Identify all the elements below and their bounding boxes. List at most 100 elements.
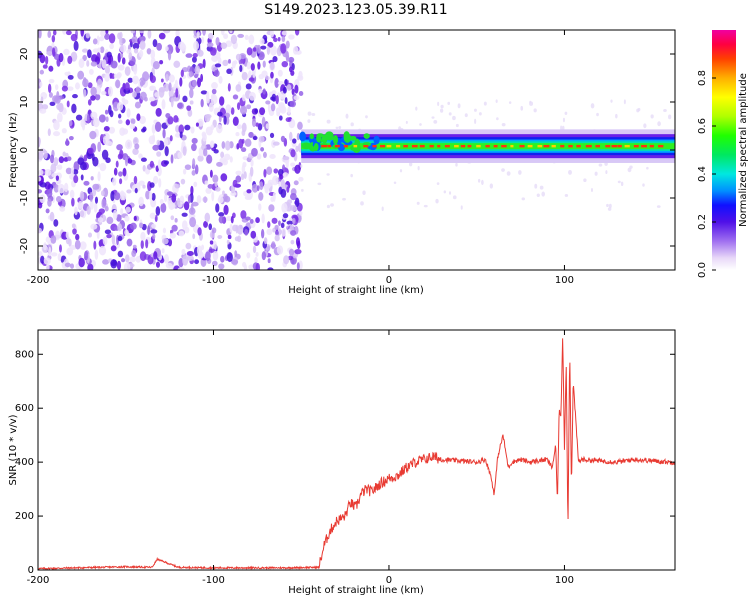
heatmap-cell	[67, 156, 72, 162]
heatmap-cell	[560, 125, 563, 131]
heatmap-cell	[276, 245, 284, 255]
heatmap-cell	[117, 52, 121, 63]
heatmap-cell	[89, 191, 94, 202]
heatmap-cell	[294, 248, 302, 255]
heatmap-cell	[159, 59, 164, 65]
heatmap-cell	[118, 113, 122, 119]
heatmap-cell	[47, 198, 52, 207]
heatmap-cell	[342, 197, 346, 201]
heatmap-cell	[121, 97, 126, 103]
heatmap-cell	[235, 170, 242, 176]
heatmap-cell	[124, 156, 129, 167]
heatmap-cell	[439, 108, 444, 113]
heatmap-cell	[192, 52, 198, 58]
heatmap-cell	[97, 141, 102, 152]
heatmap-cell	[194, 164, 199, 175]
snr-frame	[37, 329, 676, 571]
spectrogram-x-axis-label: Height of straight line (km)	[288, 285, 424, 296]
heatmap-cell	[112, 177, 117, 186]
heatmap-cell	[326, 119, 331, 124]
heatmap-cell	[83, 154, 88, 162]
heatmap-cell	[126, 108, 131, 118]
heatmap-cell	[218, 75, 223, 84]
heatmap-cell	[139, 40, 146, 50]
heatmap-cell	[294, 197, 300, 208]
heatmap-core	[444, 144, 450, 148]
heatmap-cell	[608, 203, 612, 209]
heatmap-cell	[350, 173, 353, 178]
heatmap-cell	[255, 262, 261, 270]
heatmap-cell	[283, 255, 290, 265]
heatmap-cell	[223, 115, 227, 125]
heatmap-cell	[45, 55, 49, 65]
heatmap-cell	[290, 239, 295, 245]
heatmap-cell	[119, 36, 123, 46]
heatmap-core	[485, 144, 490, 148]
heatmap-cell	[73, 161, 80, 172]
heatmap-cell	[281, 35, 286, 43]
heatmap-cell	[92, 38, 98, 45]
heatmap-cell	[153, 251, 158, 260]
heatmap-cell	[657, 121, 661, 127]
heatmap-core	[419, 144, 425, 148]
heatmap-cell	[86, 60, 90, 67]
heatmap-core	[611, 144, 618, 148]
heatmap-cell	[177, 151, 183, 159]
heatmap-cell	[161, 248, 165, 254]
heatmap-cell	[102, 135, 110, 145]
heatmap-cell	[419, 123, 422, 126]
heatmap-cell	[265, 123, 270, 130]
heatmap-cell	[229, 30, 233, 34]
heatmap-cell	[360, 201, 364, 206]
heatmap-cell	[274, 224, 279, 231]
heatmap-cell	[104, 205, 109, 212]
heatmap-cell	[409, 161, 413, 167]
heatmap-cell	[153, 175, 159, 185]
heatmap-cell	[204, 114, 212, 119]
spectrogram-y-ticks: -20 -10 0 10 20	[19, 48, 675, 254]
heatmap-cell	[191, 56, 197, 63]
heatmap-cell	[226, 239, 230, 245]
heatmap-cell	[279, 103, 285, 113]
heatmap-cell	[97, 47, 101, 53]
heatmap-cell	[277, 226, 282, 237]
heatmap-cell	[291, 62, 295, 71]
heatmap-cell	[349, 135, 357, 141]
y-tick-label: -10	[19, 190, 30, 206]
heatmap-cell	[286, 220, 294, 225]
figure-title: S149.2023.123.05.39.R11	[264, 2, 447, 18]
heatmap-cell	[274, 77, 279, 89]
heatmap-cell	[539, 185, 544, 190]
heatmap-cell	[241, 129, 246, 136]
heatmap-cell	[90, 86, 97, 97]
heatmap-cell	[122, 128, 129, 135]
heatmap-cell	[287, 106, 291, 115]
heatmap-cell	[38, 137, 41, 148]
heatmap-cell	[297, 121, 303, 130]
heatmap-cell	[83, 250, 89, 261]
heatmap-cell	[45, 236, 51, 243]
heatmap-cell	[115, 79, 121, 89]
heatmap-cell	[345, 113, 349, 119]
heatmap-cell	[101, 90, 107, 96]
heatmap-cell	[47, 83, 52, 94]
heatmap-cell	[145, 239, 149, 249]
heatmap-cell	[218, 263, 225, 270]
heatmap-cell	[417, 165, 420, 171]
heatmap-cell	[224, 140, 231, 151]
heatmap-cell	[116, 101, 124, 111]
heatmap-cell	[166, 191, 174, 196]
heatmap-cell	[203, 220, 208, 228]
heatmap-cell	[119, 149, 124, 159]
heatmap-cell	[481, 179, 484, 185]
heatmap-core	[327, 144, 332, 148]
heatmap-cell	[177, 267, 185, 270]
heatmap-cell	[87, 232, 93, 238]
heatmap-cell	[206, 42, 214, 48]
heatmap-cell	[179, 77, 183, 87]
heatmap-cell	[163, 160, 170, 165]
heatmap-cell	[191, 170, 196, 176]
heatmap-cell	[258, 88, 263, 94]
heatmap-cell	[251, 183, 259, 193]
heatmap-cell	[244, 229, 249, 236]
